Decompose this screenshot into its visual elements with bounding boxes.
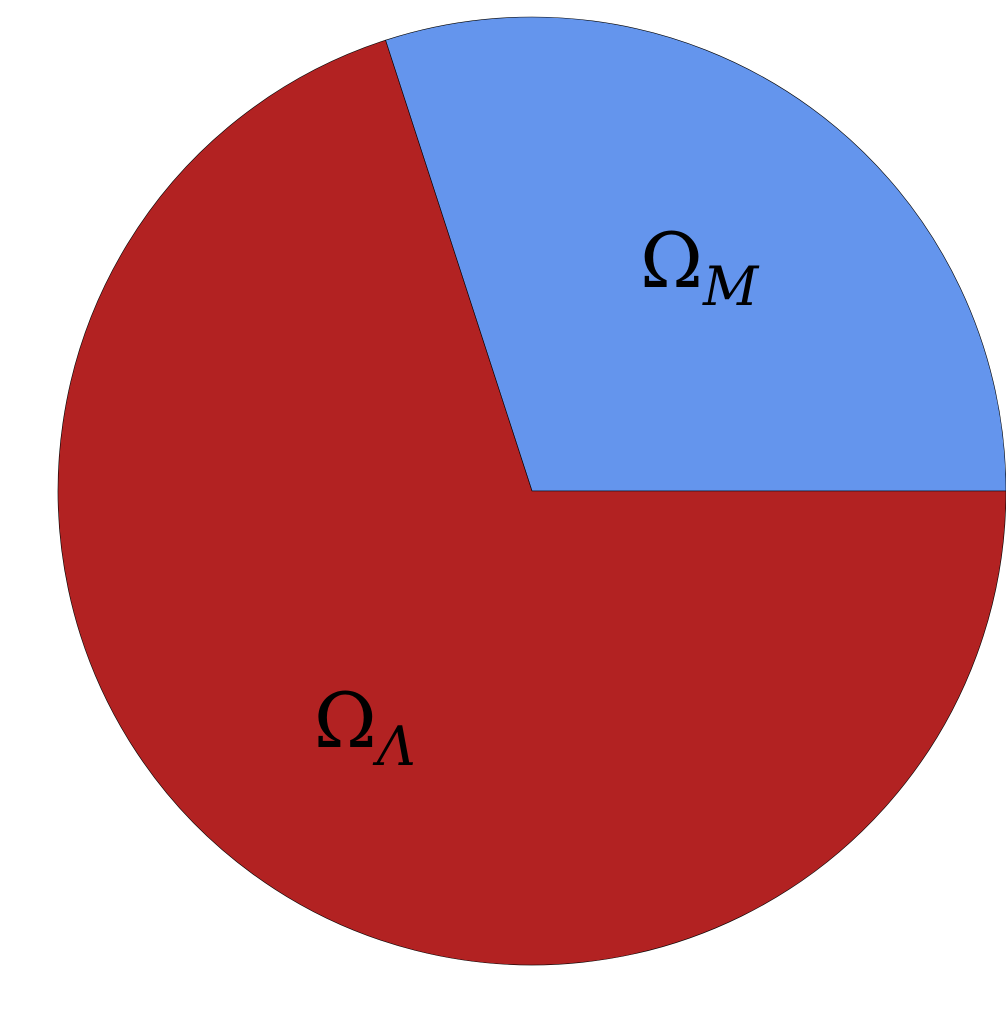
pie-label-M: ΩM <box>640 216 760 318</box>
pie-slice-M <box>385 16 1006 492</box>
pie-label-Λ: ΩΛ <box>314 676 416 778</box>
pie-labels: ΩM ΩΛ <box>314 216 760 778</box>
pie-slices <box>57 16 1006 966</box>
pie-slice-Λ <box>57 39 1006 966</box>
